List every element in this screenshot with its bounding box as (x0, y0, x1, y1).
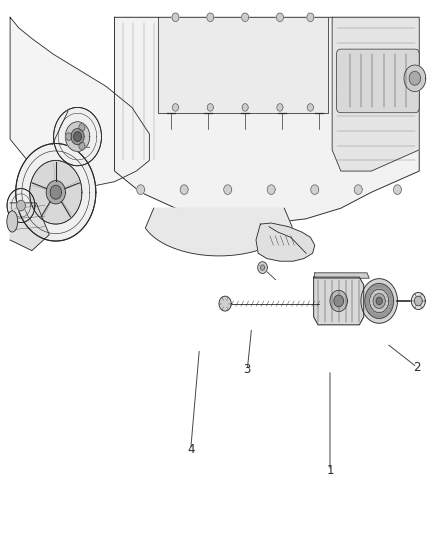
Polygon shape (332, 17, 419, 171)
Ellipse shape (7, 211, 18, 232)
Polygon shape (172, 13, 179, 21)
Polygon shape (404, 65, 426, 92)
Polygon shape (354, 185, 362, 195)
Polygon shape (307, 13, 314, 21)
Polygon shape (74, 132, 81, 141)
Polygon shape (365, 284, 393, 318)
Polygon shape (53, 108, 102, 166)
Polygon shape (260, 265, 265, 270)
Polygon shape (267, 185, 275, 195)
Polygon shape (315, 273, 369, 278)
Polygon shape (334, 295, 343, 307)
Polygon shape (311, 185, 319, 195)
Polygon shape (242, 13, 249, 21)
Polygon shape (46, 181, 65, 204)
Polygon shape (10, 17, 149, 187)
Polygon shape (71, 128, 84, 144)
Polygon shape (373, 294, 385, 309)
Polygon shape (30, 160, 82, 224)
Text: 4: 4 (187, 443, 194, 456)
Polygon shape (7, 189, 35, 222)
Polygon shape (361, 279, 397, 323)
Polygon shape (242, 104, 248, 111)
Polygon shape (79, 124, 85, 131)
Polygon shape (207, 104, 213, 111)
Polygon shape (180, 185, 188, 195)
Polygon shape (16, 143, 96, 241)
Polygon shape (409, 71, 420, 85)
Polygon shape (173, 104, 179, 111)
Polygon shape (277, 104, 283, 111)
Polygon shape (314, 277, 364, 325)
Polygon shape (50, 185, 61, 199)
Polygon shape (330, 290, 347, 312)
FancyBboxPatch shape (336, 49, 419, 113)
Polygon shape (219, 296, 231, 311)
Text: 1: 1 (326, 464, 334, 477)
Polygon shape (411, 293, 425, 310)
Polygon shape (256, 223, 315, 261)
Text: 2: 2 (413, 361, 421, 374)
Polygon shape (115, 17, 419, 224)
Polygon shape (79, 142, 85, 149)
Polygon shape (414, 296, 422, 306)
Polygon shape (376, 297, 382, 305)
Polygon shape (258, 262, 267, 273)
Polygon shape (207, 13, 214, 21)
Polygon shape (17, 200, 25, 211)
Polygon shape (276, 13, 283, 21)
Polygon shape (307, 104, 314, 111)
Polygon shape (224, 185, 232, 195)
Text: 3: 3 (244, 364, 251, 376)
Polygon shape (393, 185, 401, 195)
Polygon shape (137, 185, 145, 195)
Polygon shape (66, 133, 72, 140)
Polygon shape (158, 17, 328, 113)
Polygon shape (145, 208, 293, 256)
Polygon shape (370, 289, 389, 313)
Polygon shape (65, 122, 90, 151)
Polygon shape (10, 203, 49, 251)
